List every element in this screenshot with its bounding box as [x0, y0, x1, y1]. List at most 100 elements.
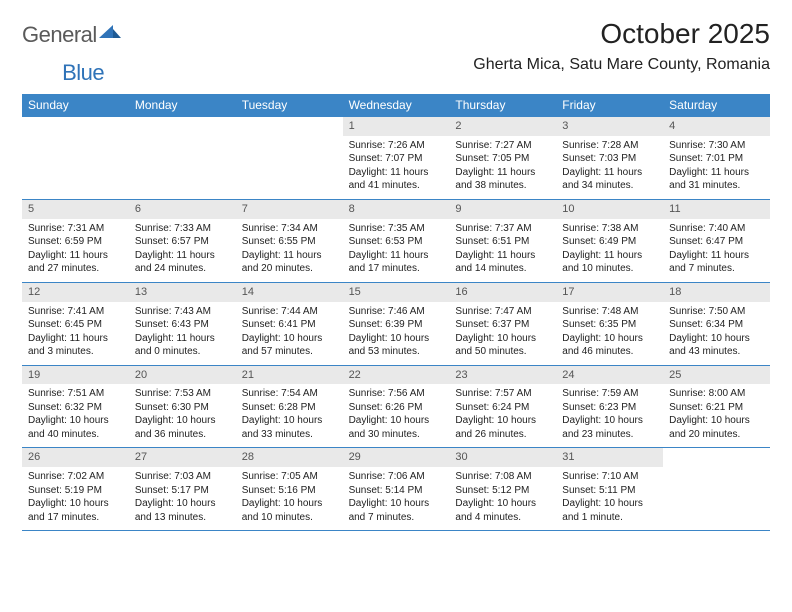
day-header-friday: Friday	[556, 94, 663, 117]
date-number: 21	[236, 366, 343, 385]
day1-text: Daylight: 10 hours	[242, 332, 337, 346]
sunrise-text: Sunrise: 7:37 AM	[455, 222, 550, 236]
sunrise-text: Sunrise: 7:26 AM	[349, 139, 444, 153]
day-header-wednesday: Wednesday	[343, 94, 450, 117]
day2-text: and 14 minutes.	[455, 262, 550, 276]
sunrise-text: Sunrise: 7:40 AM	[669, 222, 764, 236]
calendar-cell: 24Sunrise: 7:59 AMSunset: 6:23 PMDayligh…	[556, 366, 663, 448]
calendar-cell: 14Sunrise: 7:44 AMSunset: 6:41 PMDayligh…	[236, 283, 343, 365]
sunset-text: Sunset: 6:41 PM	[242, 318, 337, 332]
day2-text: and 23 minutes.	[562, 428, 657, 442]
sunrise-text: Sunrise: 7:10 AM	[562, 470, 657, 484]
sunrise-text: Sunrise: 7:54 AM	[242, 387, 337, 401]
sunrise-text: Sunrise: 7:06 AM	[349, 470, 444, 484]
day1-text: Daylight: 11 hours	[135, 332, 230, 346]
sunrise-text: Sunrise: 7:57 AM	[455, 387, 550, 401]
day1-text: Daylight: 10 hours	[669, 332, 764, 346]
day1-text: Daylight: 10 hours	[669, 414, 764, 428]
sunrise-text: Sunrise: 7:56 AM	[349, 387, 444, 401]
day1-text: Daylight: 10 hours	[242, 414, 337, 428]
sunset-text: Sunset: 6:30 PM	[135, 401, 230, 415]
day-header-sunday: Sunday	[22, 94, 129, 117]
day2-text: and 33 minutes.	[242, 428, 337, 442]
date-number: 11	[663, 200, 770, 219]
day2-text: and 4 minutes.	[455, 511, 550, 525]
day2-text: and 31 minutes.	[669, 179, 764, 193]
calendar-cell: 1Sunrise: 7:26 AMSunset: 7:07 PMDaylight…	[343, 117, 450, 199]
sunrise-text: Sunrise: 7:41 AM	[28, 305, 123, 319]
day2-text: and 20 minutes.	[669, 428, 764, 442]
date-number: 17	[556, 283, 663, 302]
sunrise-text: Sunrise: 7:38 AM	[562, 222, 657, 236]
calendar-cell: 19Sunrise: 7:51 AMSunset: 6:32 PMDayligh…	[22, 366, 129, 448]
sunset-text: Sunset: 6:32 PM	[28, 401, 123, 415]
calendar-cell: 21Sunrise: 7:54 AMSunset: 6:28 PMDayligh…	[236, 366, 343, 448]
calendar-cell-empty: .	[663, 448, 770, 530]
sunrise-text: Sunrise: 7:50 AM	[669, 305, 764, 319]
day2-text: and 13 minutes.	[135, 511, 230, 525]
day2-text: and 38 minutes.	[455, 179, 550, 193]
calendar-cell: 29 Sunrise: 7:06 AMSunset: 5:14 PMDayligh…	[343, 448, 450, 530]
title-block: October 2025 Gherta Mica, Satu Mare Coun…	[473, 18, 770, 78]
sunset-text: Sunset: 6:55 PM	[242, 235, 337, 249]
day2-text: and 26 minutes.	[455, 428, 550, 442]
sunset-text: Sunset: 7:07 PM	[349, 152, 444, 166]
date-number: 22	[343, 366, 450, 385]
day2-text: and 0 minutes.	[135, 345, 230, 359]
date-number: 29	[343, 448, 450, 467]
sunset-text: Sunset: 6:35 PM	[562, 318, 657, 332]
sunset-text: Sunset: 6:37 PM	[455, 318, 550, 332]
logo: General	[22, 18, 121, 52]
sunset-text: Sunset: 6:45 PM	[28, 318, 123, 332]
day1-text: Daylight: 11 hours	[455, 249, 550, 263]
day1-text: Daylight: 10 hours	[562, 497, 657, 511]
calendar-cell: 11Sunrise: 7:40 AMSunset: 6:47 PMDayligh…	[663, 200, 770, 282]
sunset-text: Sunset: 6:47 PM	[669, 235, 764, 249]
sunrise-text: Sunrise: 7:47 AM	[455, 305, 550, 319]
day2-text: and 17 minutes.	[28, 511, 123, 525]
day1-text: Daylight: 10 hours	[135, 497, 230, 511]
day1-text: Daylight: 10 hours	[455, 497, 550, 511]
sunrise-text: Sunrise: 7:28 AM	[562, 139, 657, 153]
logo-word2: Blue	[62, 60, 104, 86]
day-header-row: SundayMondayTuesdayWednesdayThursdayFrid…	[22, 94, 770, 117]
week-row: 26Sunrise: 7:02 AMSunset: 5:19 PMDayligh…	[22, 448, 770, 531]
date-number: 15	[343, 283, 450, 302]
calendar-cell: 7Sunrise: 7:34 AMSunset: 6:55 PMDaylight…	[236, 200, 343, 282]
day2-text: and 10 minutes.	[242, 511, 337, 525]
calendar-cell: 10Sunrise: 7:38 AMSunset: 6:49 PMDayligh…	[556, 200, 663, 282]
day2-text: and 50 minutes.	[455, 345, 550, 359]
day1-text: Daylight: 11 hours	[455, 166, 550, 180]
day1-text: Daylight: 11 hours	[349, 166, 444, 180]
sunset-text: Sunset: 6:26 PM	[349, 401, 444, 415]
week-row: ...1Sunrise: 7:26 AMSunset: 7:07 PMDayli…	[22, 117, 770, 200]
calendar-cell: 27Sunrise: 7:03 AMSunset: 5:17 PMDayligh…	[129, 448, 236, 530]
calendar-cell: 8Sunrise: 7:35 AMSunset: 6:53 PMDaylight…	[343, 200, 450, 282]
day2-text: and 40 minutes.	[28, 428, 123, 442]
calendar-cell: 4Sunrise: 7:30 AMSunset: 7:01 PMDaylight…	[663, 117, 770, 199]
week-row: 19Sunrise: 7:51 AMSunset: 6:32 PMDayligh…	[22, 366, 770, 449]
day2-text: and 27 minutes.	[28, 262, 123, 276]
day1-text: Daylight: 11 hours	[28, 249, 123, 263]
sunrise-text: Sunrise: 7:44 AM	[242, 305, 337, 319]
calendar-cell: 3Sunrise: 7:28 AMSunset: 7:03 PMDaylight…	[556, 117, 663, 199]
day1-text: Daylight: 11 hours	[562, 249, 657, 263]
day1-text: Daylight: 10 hours	[349, 497, 444, 511]
day1-text: Daylight: 10 hours	[242, 497, 337, 511]
sunrise-text: Sunrise: 7:33 AM	[135, 222, 230, 236]
day1-text: Daylight: 10 hours	[349, 414, 444, 428]
calendar-cell: 17Sunrise: 7:48 AMSunset: 6:35 PMDayligh…	[556, 283, 663, 365]
calendar-cell: 28Sunrise: 7:05 AMSunset: 5:16 PMDayligh…	[236, 448, 343, 530]
date-number: 25	[663, 366, 770, 385]
calendar-cell: 20Sunrise: 7:53 AMSunset: 6:30 PMDayligh…	[129, 366, 236, 448]
sunrise-text: Sunrise: 7:34 AM	[242, 222, 337, 236]
day1-text: Daylight: 11 hours	[242, 249, 337, 263]
sunrise-text: Sunrise: 7:51 AM	[28, 387, 123, 401]
day1-text: Daylight: 10 hours	[349, 332, 444, 346]
day-header-monday: Monday	[129, 94, 236, 117]
sunset-text: Sunset: 5:14 PM	[349, 484, 444, 498]
day2-text: and 30 minutes.	[349, 428, 444, 442]
date-number: 6	[129, 200, 236, 219]
date-number: 18	[663, 283, 770, 302]
calendar-cell: 12Sunrise: 7:41 AMSunset: 6:45 PMDayligh…	[22, 283, 129, 365]
